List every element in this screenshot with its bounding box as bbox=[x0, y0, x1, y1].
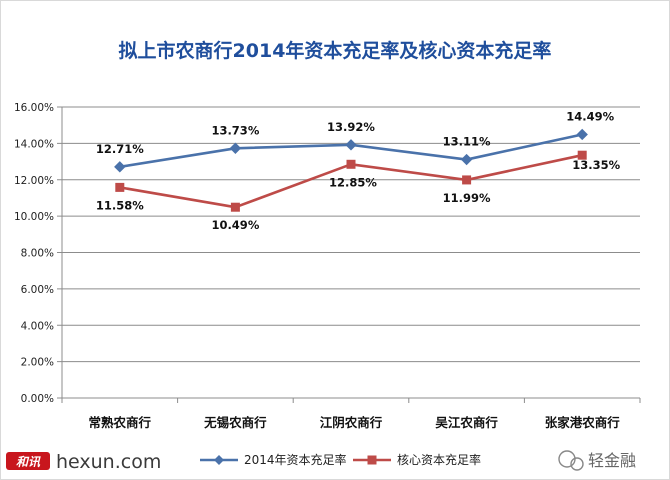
legend-marker-2 bbox=[367, 455, 377, 465]
wechat-bubble-icon bbox=[570, 457, 584, 471]
series-1-point bbox=[460, 153, 473, 166]
series-1-data-label: 12.71% bbox=[96, 142, 144, 156]
hexun-logo-box bbox=[6, 452, 50, 470]
x-category-label: 江阴农商行 bbox=[320, 415, 383, 430]
y-tick-label: 8.00% bbox=[21, 248, 54, 260]
y-tick-label: 4.00% bbox=[21, 320, 54, 332]
series-1-data-label: 13.92% bbox=[327, 120, 375, 134]
y-tick-label: 2.00% bbox=[21, 357, 54, 369]
y-tick-label: 0.00% bbox=[21, 393, 54, 405]
y-tick-label: 14.00% bbox=[14, 138, 54, 150]
series-2-point bbox=[462, 175, 472, 185]
x-category-label: 常熟农商行 bbox=[89, 415, 152, 430]
series-2-point bbox=[230, 202, 240, 212]
x-category-label: 吴江农商行 bbox=[435, 415, 498, 430]
y-tick-label: 16.00% bbox=[14, 102, 54, 114]
series-2-data-label: 13.35% bbox=[572, 158, 620, 172]
series-1-point bbox=[576, 128, 588, 141]
series-2-data-label: 12.85% bbox=[329, 175, 377, 189]
series-1-data-label: 13.11% bbox=[443, 135, 491, 149]
y-tick-label: 6.00% bbox=[21, 284, 54, 296]
y-tick-label: 10.00% bbox=[14, 211, 54, 223]
series-1-point bbox=[229, 142, 242, 154]
series-2-point bbox=[115, 182, 125, 192]
series-2-data-label: 11.58% bbox=[96, 198, 144, 212]
hexun-site-text: hexun.com bbox=[56, 451, 161, 473]
series-2-point bbox=[577, 150, 587, 160]
series-2-point bbox=[346, 159, 356, 169]
legend-label-2: 核心资本充足率 bbox=[397, 452, 481, 467]
series-1-point bbox=[345, 139, 357, 151]
hexun-logo-text: 和讯 bbox=[16, 455, 41, 469]
y-tick-label: 12.00% bbox=[14, 175, 54, 187]
series-1-point bbox=[114, 161, 126, 173]
series-1-data-label: 13.73% bbox=[211, 123, 259, 137]
legend-marker-1 bbox=[214, 455, 224, 465]
x-category-label: 张家港农商行 bbox=[545, 415, 621, 430]
series-2-data-label: 11.99% bbox=[443, 191, 491, 205]
legend-label-1: 2014年资本充足率 bbox=[244, 452, 347, 467]
series-1-data-label: 14.49% bbox=[566, 109, 614, 123]
x-category-label: 无锡农商行 bbox=[203, 415, 267, 430]
brand-watermark: 轻金融 bbox=[588, 451, 636, 470]
series-2-data-label: 10.49% bbox=[211, 218, 259, 232]
chart-title: 拟上市农商行2014年资本充足率及核心资本充足率 bbox=[119, 39, 552, 62]
